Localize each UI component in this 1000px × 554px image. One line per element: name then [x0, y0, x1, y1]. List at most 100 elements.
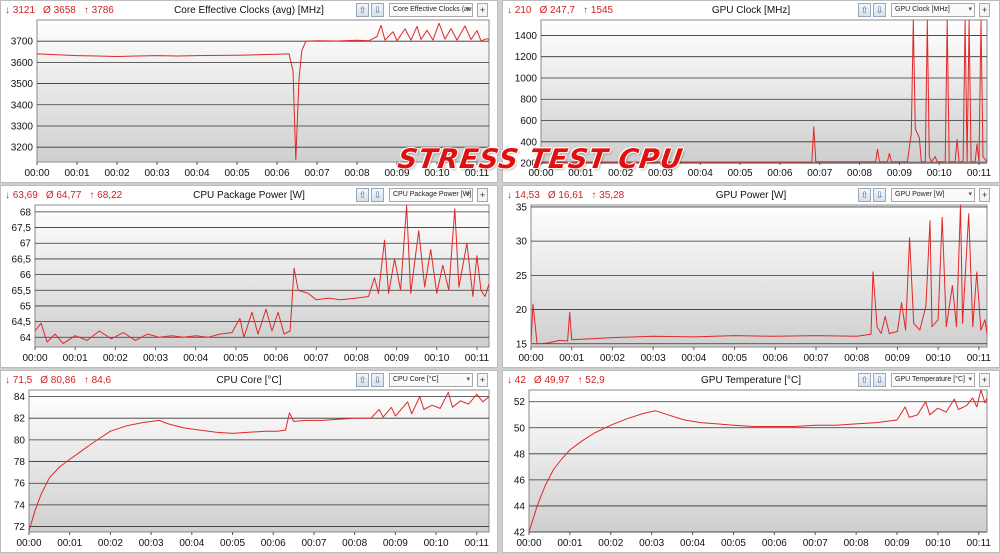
y-tick-label: 65,5 [12, 286, 32, 297]
x-tick-label: 00:04 [183, 353, 208, 364]
x-tick-label: 00:08 [344, 168, 369, 179]
chart-panel: ↓ 63,69 Ø 64,77 ↑ 68,22 CPU Package Power [… [0, 185, 498, 368]
line-chart: 64 64,5 65 65,5 66 66,5 67 67,5 68 00:00 00:01 00:0… [12, 204, 490, 364]
x-tick-label: 00:11 [967, 353, 992, 364]
overlay-stamp: STRESS TEST CPU [395, 144, 686, 175]
x-tick-label: 00:05 [728, 168, 753, 179]
x-tick-label: 00:07 [803, 538, 828, 549]
stat-avg: Ø 64,77 [45, 190, 82, 201]
add-graph-button[interactable]: + [477, 188, 488, 202]
scale-icon[interactable]: ⇩ [371, 3, 384, 17]
series-line [28, 391, 490, 532]
sensor-select-value: GPU Temperature [°C] [895, 376, 965, 383]
x-tick-label: 00:02 [103, 353, 128, 364]
reset-icon[interactable]: ⇧ [356, 188, 369, 202]
chevron-down-icon: ▾ [466, 376, 470, 383]
reset-icon[interactable]: ⇧ [356, 373, 369, 387]
sensor-select[interactable]: CPU Package Power [W] ▾ [389, 188, 473, 202]
x-tick-label: 00:05 [722, 353, 747, 364]
chart-panel: ↓ 71,5 Ø 80,86 ↑ 84,6 CPU Core [°C] ⇧ ⇩ CPU Co… [0, 370, 498, 553]
x-tick-label: 00:08 [342, 538, 367, 549]
plot-area [530, 204, 988, 348]
x-tick-label: 00:08 [847, 168, 872, 179]
x-tick-label: 00:07 [301, 538, 326, 549]
x-tick-label: 00:06 [261, 538, 286, 549]
stat-min: ↓ 71,5 [5, 375, 33, 386]
y-tick-label: 66,5 [12, 254, 32, 265]
x-tick-label: 00:06 [767, 168, 792, 179]
series-line [541, 19, 988, 163]
x-tick-label: 00:00 [528, 168, 553, 179]
y-tick-label: 35 [516, 202, 528, 213]
y-tick-label: 3400 [11, 100, 34, 111]
x-tick-label: 00:01 [557, 538, 582, 549]
series-line [34, 205, 490, 345]
y-tick-label: 67,5 [12, 223, 32, 234]
stat-max: ↑ 3786 [83, 5, 114, 16]
y-tick-label: 64 [20, 333, 32, 344]
y-tick-label: 200 [520, 159, 537, 170]
scale-icon[interactable]: ⇩ [371, 188, 384, 202]
x-tick-label: 00:01 [57, 538, 82, 549]
stat-max: ↑ 68,22 [89, 190, 123, 201]
y-tick-label: 65 [20, 301, 32, 312]
x-tick-label: 00:04 [681, 353, 706, 364]
plot-area [36, 19, 490, 163]
x-tick-label: 00:01 [559, 353, 584, 364]
series-line [528, 389, 988, 533]
stats-readout: ↓ 210 Ø 247,7 ↑ 1545 [507, 5, 621, 16]
x-tick-label: 00:07 [803, 353, 828, 364]
scale-icon[interactable]: ⇩ [371, 373, 384, 387]
x-tick-label: 00:02 [608, 168, 633, 179]
stat-min: ↓ 42 [507, 375, 526, 386]
sensor-select[interactable]: GPU Power [W] ▾ [891, 188, 975, 202]
sensor-select[interactable]: CPU Core [°C] ▾ [389, 373, 473, 387]
x-tick-label: 00:04 [688, 168, 713, 179]
series-line [530, 204, 988, 345]
x-tick-label: 00:11 [967, 168, 992, 179]
y-tick-label: 48 [514, 449, 526, 460]
x-tick-label: 00:01 [568, 168, 593, 179]
chevron-down-icon: ▾ [466, 6, 470, 13]
sensor-select[interactable]: GPU Clock [MHz] ▾ [891, 3, 975, 17]
sensor-select[interactable]: Core Effective Clocks (avg ▾ [389, 3, 473, 17]
chart-panel: ↓ 3121 Ø 3658 ↑ 3786 Core Effective Clocks … [0, 0, 498, 183]
x-tick-label: 00:00 [516, 538, 541, 549]
scale-icon[interactable]: ⇩ [873, 3, 886, 17]
x-tick-label: 00:04 [184, 168, 209, 179]
x-tick-label: 00:11 [465, 538, 490, 549]
stat-max: ↑ 84,6 [83, 375, 112, 386]
stat-min: ↓ 210 [507, 5, 532, 16]
y-tick-label: 46 [514, 475, 526, 486]
x-tick-label: 00:09 [384, 353, 409, 364]
x-tick-label: 00:05 [224, 168, 249, 179]
line-chart: 15 20 25 30 35 00:00 00:01 00:02 00:03 00:04 00:05… [516, 202, 992, 364]
x-tick-label: 00:03 [144, 168, 169, 179]
x-tick-label: 00:02 [600, 353, 625, 364]
sensor-select-value: Core Effective Clocks (avg [393, 6, 473, 13]
stat-min: ↓ 63,69 [5, 190, 38, 201]
sensor-select[interactable]: GPU Temperature [°C] ▾ [891, 373, 975, 387]
reset-icon[interactable]: ⇧ [858, 188, 871, 202]
add-graph-button[interactable]: + [477, 373, 488, 387]
add-graph-button[interactable]: + [979, 373, 990, 387]
reset-icon[interactable]: ⇧ [356, 3, 369, 17]
scale-icon[interactable]: ⇩ [873, 188, 886, 202]
x-tick-label: 00:03 [139, 538, 164, 549]
reset-icon[interactable]: ⇧ [858, 3, 871, 17]
y-tick-label: 3700 [11, 37, 34, 48]
add-graph-button[interactable]: + [477, 3, 488, 17]
y-tick-label: 25 [516, 271, 528, 282]
add-graph-button[interactable]: + [979, 3, 990, 17]
x-tick-label: 00:09 [384, 168, 409, 179]
y-tick-label: 76 [14, 479, 26, 490]
line-chart: 42 44 46 48 50 52 00:00 00:01 00:02 00:03 00:04 00:… [514, 389, 991, 549]
add-graph-button[interactable]: + [979, 188, 990, 202]
scale-icon[interactable]: ⇩ [873, 373, 886, 387]
x-tick-label: 00:11 [465, 168, 490, 179]
reset-icon[interactable]: ⇧ [858, 373, 871, 387]
x-tick-label: 00:06 [264, 353, 289, 364]
x-tick-label: 00:06 [264, 168, 289, 179]
plot-area [34, 204, 490, 348]
x-tick-label: 00:10 [424, 538, 449, 549]
